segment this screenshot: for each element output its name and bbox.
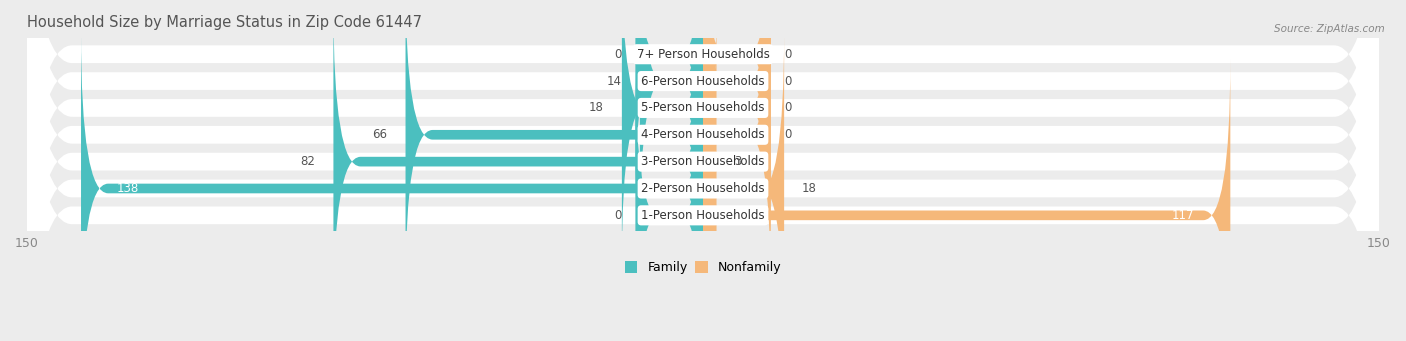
FancyBboxPatch shape — [703, 0, 770, 237]
Text: 0: 0 — [614, 48, 621, 61]
FancyBboxPatch shape — [703, 32, 785, 341]
Text: 66: 66 — [373, 128, 388, 141]
FancyBboxPatch shape — [27, 0, 1379, 341]
FancyBboxPatch shape — [27, 0, 1379, 341]
Text: 5-Person Households: 5-Person Households — [641, 101, 765, 115]
Text: 6-Person Households: 6-Person Households — [641, 75, 765, 88]
FancyBboxPatch shape — [640, 0, 703, 237]
Text: Household Size by Marriage Status in Zip Code 61447: Household Size by Marriage Status in Zip… — [27, 15, 422, 30]
FancyBboxPatch shape — [405, 0, 703, 291]
Text: 2-Person Households: 2-Person Households — [641, 182, 765, 195]
FancyBboxPatch shape — [27, 0, 1379, 341]
FancyBboxPatch shape — [636, 0, 703, 210]
FancyBboxPatch shape — [27, 0, 1379, 341]
Text: 0: 0 — [785, 101, 792, 115]
FancyBboxPatch shape — [636, 59, 703, 341]
FancyBboxPatch shape — [82, 32, 703, 341]
FancyBboxPatch shape — [689, 5, 730, 318]
Text: 117: 117 — [1171, 209, 1194, 222]
Text: 3: 3 — [734, 155, 742, 168]
FancyBboxPatch shape — [333, 5, 703, 318]
FancyBboxPatch shape — [27, 0, 1379, 341]
FancyBboxPatch shape — [621, 0, 703, 264]
Text: 4-Person Households: 4-Person Households — [641, 128, 765, 141]
Text: 18: 18 — [803, 182, 817, 195]
Text: 1-Person Households: 1-Person Households — [641, 209, 765, 222]
Legend: Family, Nonfamily: Family, Nonfamily — [620, 256, 786, 279]
FancyBboxPatch shape — [703, 0, 770, 264]
Text: 138: 138 — [117, 182, 139, 195]
Text: 18: 18 — [589, 101, 603, 115]
FancyBboxPatch shape — [703, 0, 770, 291]
Text: 0: 0 — [785, 48, 792, 61]
Text: 7+ Person Households: 7+ Person Households — [637, 48, 769, 61]
Text: 14: 14 — [607, 75, 621, 88]
Text: 0: 0 — [614, 209, 621, 222]
FancyBboxPatch shape — [703, 59, 1230, 341]
Text: 3-Person Households: 3-Person Households — [641, 155, 765, 168]
FancyBboxPatch shape — [27, 0, 1379, 314]
Text: 0: 0 — [785, 128, 792, 141]
Text: 82: 82 — [301, 155, 315, 168]
Text: Source: ZipAtlas.com: Source: ZipAtlas.com — [1274, 24, 1385, 34]
FancyBboxPatch shape — [703, 0, 770, 210]
Text: 0: 0 — [785, 75, 792, 88]
FancyBboxPatch shape — [27, 0, 1379, 341]
